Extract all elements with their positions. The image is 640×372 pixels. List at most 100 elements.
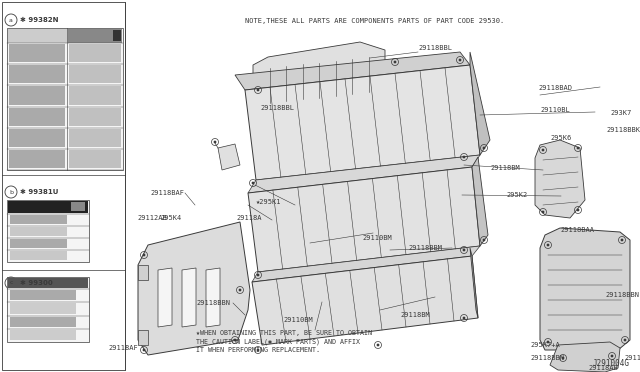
Circle shape: [252, 182, 255, 185]
Text: 29112AB: 29112AB: [137, 215, 167, 221]
Polygon shape: [470, 248, 478, 318]
Bar: [71, 202, 85, 211]
Text: 29118A: 29118A: [236, 215, 262, 221]
Text: 29118BAA: 29118BAA: [560, 227, 594, 233]
Bar: [7, 277, 89, 342]
Circle shape: [463, 248, 465, 251]
Bar: [69, 44, 121, 62]
Text: 29118BBN: 29118BBN: [196, 300, 230, 306]
Text: 29118BAD: 29118BAD: [538, 85, 572, 91]
Bar: [10, 303, 76, 314]
Bar: [69, 108, 121, 126]
Polygon shape: [182, 268, 196, 327]
Text: 29118BBL: 29118BBL: [260, 105, 294, 111]
Circle shape: [541, 211, 545, 214]
Text: ★WHEN OBTAINING THIS PART, BE SURE TO OBTAIN
THE CAUTION LABEL(✱ MARK PARTS) AND: ★WHEN OBTAINING THIS PART, BE SURE TO OB…: [196, 330, 372, 353]
Polygon shape: [253, 42, 385, 117]
Text: 295K4: 295K4: [160, 215, 181, 221]
Text: 29118BBM: 29118BBM: [408, 245, 442, 251]
Circle shape: [234, 339, 236, 341]
Circle shape: [376, 344, 380, 346]
Circle shape: [143, 349, 145, 352]
Circle shape: [621, 238, 623, 241]
Text: a: a: [9, 17, 13, 22]
Circle shape: [547, 341, 549, 343]
Text: b: b: [9, 189, 13, 195]
Bar: [7, 28, 123, 170]
Polygon shape: [235, 52, 470, 90]
Bar: [9, 65, 65, 83]
Text: 29118BAF: 29118BAF: [150, 190, 184, 196]
Bar: [119, 30, 120, 41]
Text: 29118BM: 29118BM: [490, 165, 520, 171]
Text: 29110BM: 29110BM: [283, 317, 313, 323]
Text: 29118BM: 29118BM: [400, 312, 429, 318]
Circle shape: [577, 209, 579, 211]
Circle shape: [547, 244, 549, 246]
Circle shape: [214, 141, 216, 143]
Bar: [113, 30, 115, 41]
Polygon shape: [248, 155, 480, 193]
Text: 29118BBN: 29118BBN: [605, 292, 639, 298]
Text: J291004G: J291004G: [593, 359, 630, 368]
Polygon shape: [138, 222, 250, 355]
Circle shape: [623, 339, 627, 341]
Text: 29118BAA: 29118BAA: [624, 355, 640, 361]
Circle shape: [463, 317, 465, 320]
Bar: [9, 86, 65, 105]
Text: ✱ 99381U: ✱ 99381U: [20, 189, 58, 195]
Text: 29118BBN: 29118BBN: [530, 355, 564, 361]
Circle shape: [239, 289, 241, 291]
Bar: [69, 129, 121, 147]
Polygon shape: [218, 144, 240, 170]
Polygon shape: [248, 167, 480, 272]
Text: ✱ 99382N: ✱ 99382N: [20, 17, 58, 23]
Polygon shape: [550, 342, 620, 372]
Polygon shape: [245, 65, 480, 180]
Bar: [7, 200, 89, 262]
Circle shape: [483, 147, 485, 150]
Bar: [2, 2, 125, 370]
Polygon shape: [138, 330, 148, 345]
Bar: [8, 29, 122, 43]
Bar: [9, 150, 65, 168]
Text: ✱ 99300: ✱ 99300: [20, 280, 52, 286]
Polygon shape: [540, 228, 630, 350]
Bar: [69, 150, 121, 168]
Bar: [10, 227, 67, 236]
Bar: [69, 86, 121, 105]
Text: c: c: [9, 280, 13, 285]
Circle shape: [463, 155, 465, 158]
Bar: [10, 330, 76, 340]
Bar: [10, 215, 67, 224]
Bar: [10, 317, 76, 327]
Circle shape: [562, 357, 564, 359]
Text: 295K7+A: 295K7+A: [530, 342, 560, 348]
Circle shape: [257, 349, 259, 352]
Circle shape: [577, 147, 579, 150]
Bar: [115, 30, 116, 41]
Bar: [9, 129, 65, 147]
Text: ★295K1: ★295K1: [256, 199, 282, 205]
Circle shape: [483, 238, 485, 241]
Text: 29110BL: 29110BL: [540, 107, 570, 113]
Bar: [9, 108, 65, 126]
Circle shape: [143, 254, 145, 256]
Text: 293K7: 293K7: [610, 110, 631, 116]
Circle shape: [257, 89, 259, 92]
Bar: [68, 29, 122, 43]
Circle shape: [541, 148, 545, 151]
Polygon shape: [158, 268, 172, 327]
Bar: [117, 30, 118, 41]
Text: NOTE,THESE ALL PARTS ARE COMPONENTS PARTS OF PART CODE 29530.: NOTE,THESE ALL PARTS ARE COMPONENTS PART…: [245, 18, 504, 24]
Text: 295K2: 295K2: [506, 192, 527, 198]
Circle shape: [394, 61, 396, 63]
Polygon shape: [252, 256, 478, 345]
Polygon shape: [472, 157, 488, 246]
Circle shape: [459, 59, 461, 61]
Polygon shape: [252, 246, 480, 282]
Text: 295K6: 295K6: [550, 135, 572, 141]
Polygon shape: [470, 52, 490, 155]
Bar: [69, 65, 121, 83]
Bar: [9, 44, 65, 62]
